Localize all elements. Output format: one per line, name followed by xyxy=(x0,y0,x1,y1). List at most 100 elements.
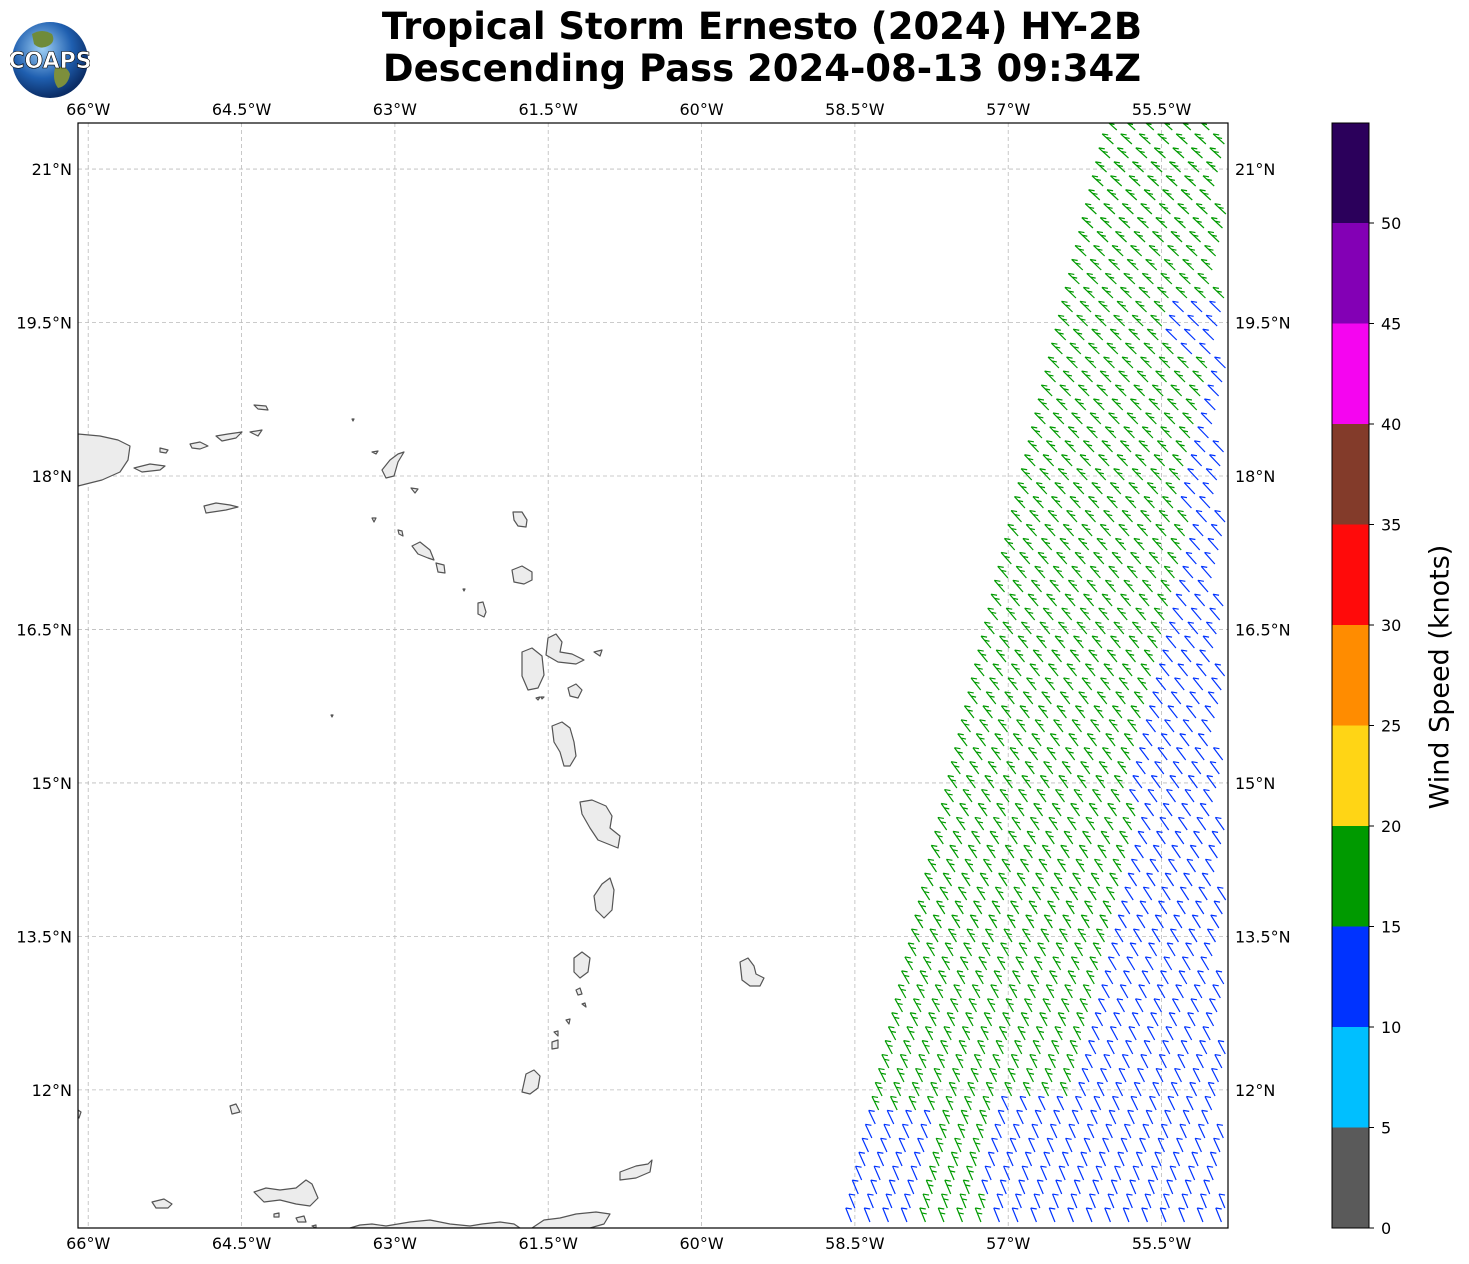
wind-barb xyxy=(882,1207,889,1223)
colorbar-tick-label: 20 xyxy=(1381,817,1401,836)
wind-barb xyxy=(920,1124,928,1139)
colorbar-tick-label: 15 xyxy=(1381,918,1401,937)
wind-barb-flag xyxy=(1030,835,1036,838)
wind-barb xyxy=(1172,147,1185,159)
wind-barb xyxy=(1050,886,1060,901)
wind-barb-flag xyxy=(1192,388,1199,391)
wind-barb xyxy=(1054,1026,1063,1041)
wind-barb xyxy=(1073,789,1084,803)
wind-barb xyxy=(981,1179,989,1195)
wind-barb-flag xyxy=(1167,262,1174,265)
wind-barb xyxy=(1187,775,1198,789)
wind-barb-flag xyxy=(1178,816,1185,820)
wind-barb-flag xyxy=(1073,500,1079,503)
wind-barb xyxy=(1212,133,1225,145)
wind-barb xyxy=(1216,886,1227,901)
wind-barb-flag xyxy=(1160,1207,1167,1210)
wind-barb-flag xyxy=(1063,1002,1070,1006)
wind-barb-flag xyxy=(1135,454,1142,457)
wind-barb-flag xyxy=(997,583,1004,586)
wind-barb-flag xyxy=(1041,384,1048,387)
wind-barb xyxy=(1191,1151,1199,1167)
wind-barb xyxy=(1214,356,1226,369)
wind-barb-flag xyxy=(1025,932,1031,936)
wind-barb xyxy=(1139,900,1149,915)
wind-barb xyxy=(1171,998,1181,1013)
wind-barb-flag xyxy=(1001,877,1007,880)
wind-barb xyxy=(1179,1124,1187,1139)
wind-barb-flag xyxy=(1034,719,1042,722)
wind-barb-flag xyxy=(1163,1193,1170,1196)
wind-barb-flag xyxy=(1073,635,1080,638)
wind-barb xyxy=(1071,719,1082,733)
wind-barb-flag xyxy=(1138,286,1146,289)
wind-barb xyxy=(1168,468,1181,481)
wind-barb xyxy=(1044,370,1056,383)
wind-barb xyxy=(985,691,997,705)
wind-barb-flag xyxy=(1048,663,1055,666)
wind-barb-flag xyxy=(1035,1109,1042,1112)
wind-barb xyxy=(992,817,1003,831)
wind-barb xyxy=(1148,245,1161,257)
island-outline xyxy=(477,601,487,618)
wind-barb-flag xyxy=(1206,1165,1214,1168)
wind-barb-flag xyxy=(1185,1179,1192,1182)
wind-barb xyxy=(997,719,1008,733)
wind-barb-flag xyxy=(1152,537,1159,541)
wind-barb xyxy=(1072,872,1082,887)
wind-barb-flag xyxy=(1095,468,1102,471)
wind-barb-flag xyxy=(1115,248,1122,251)
wind-barb xyxy=(1184,635,1195,649)
wind-barb xyxy=(1125,1040,1134,1055)
wind-barb-flag xyxy=(1088,189,1095,192)
wind-barb-flag xyxy=(1071,412,1078,415)
wind-barb-flag xyxy=(913,998,920,1001)
wind-barb xyxy=(1208,998,1218,1013)
wind-barb-flag xyxy=(1160,426,1167,429)
wind-barb-flag xyxy=(1121,356,1129,359)
wind-barb xyxy=(1180,496,1192,509)
wind-barb-flag xyxy=(1105,733,1112,736)
wind-barb xyxy=(1064,747,1076,761)
wind-barb-flag xyxy=(1107,667,1113,670)
wind-barb-flag xyxy=(970,695,977,698)
wind-barb-flag xyxy=(1111,1179,1118,1182)
wind-barb-flag xyxy=(1095,775,1102,778)
wind-barb xyxy=(1195,356,1208,369)
wind-barb-flag xyxy=(1061,779,1068,782)
wind-barb-flag xyxy=(1007,695,1014,698)
wind-barb xyxy=(1066,1054,1075,1069)
wind-barb-flag xyxy=(1098,998,1105,1001)
wind-barb-flag xyxy=(966,1165,973,1168)
wind-barb-flag xyxy=(910,1012,917,1015)
wind-barb-flag xyxy=(1098,472,1104,475)
wind-barb-flag xyxy=(1145,412,1152,415)
wind-barb-flag xyxy=(1071,737,1078,740)
wind-barb-flag xyxy=(1009,984,1016,987)
wind-barb xyxy=(1100,1068,1108,1083)
wind-barb-flag xyxy=(1093,1095,1101,1099)
wind-barb xyxy=(1098,147,1111,159)
wind-barb xyxy=(1190,454,1203,467)
wind-barb-flag xyxy=(1125,496,1132,499)
wind-barb-flag xyxy=(919,1207,926,1210)
wind-barb xyxy=(1072,328,1085,341)
wind-barb-flag xyxy=(1025,914,1032,917)
wind-barb-flag xyxy=(1213,133,1220,136)
wind-barb-flag xyxy=(1025,1151,1032,1154)
wind-barb-flag xyxy=(1072,1109,1079,1112)
wind-barb-flag xyxy=(1095,161,1102,164)
wind-barb-flag xyxy=(969,761,976,764)
wind-barb xyxy=(1207,231,1220,243)
wind-barb-flag xyxy=(1016,583,1022,586)
wind-barb-flag xyxy=(1052,412,1060,415)
wind-barb xyxy=(1187,161,1200,173)
wind-barb xyxy=(1146,872,1156,887)
wind-barb-flag xyxy=(1011,527,1017,531)
wind-barb xyxy=(1062,524,1075,537)
wind-barb-flag xyxy=(1171,402,1177,405)
wind-barb xyxy=(1129,942,1139,957)
wind-barb-flag xyxy=(983,858,990,861)
wind-barb-flag xyxy=(938,1207,945,1210)
wind-barb-flag xyxy=(1194,984,1201,987)
